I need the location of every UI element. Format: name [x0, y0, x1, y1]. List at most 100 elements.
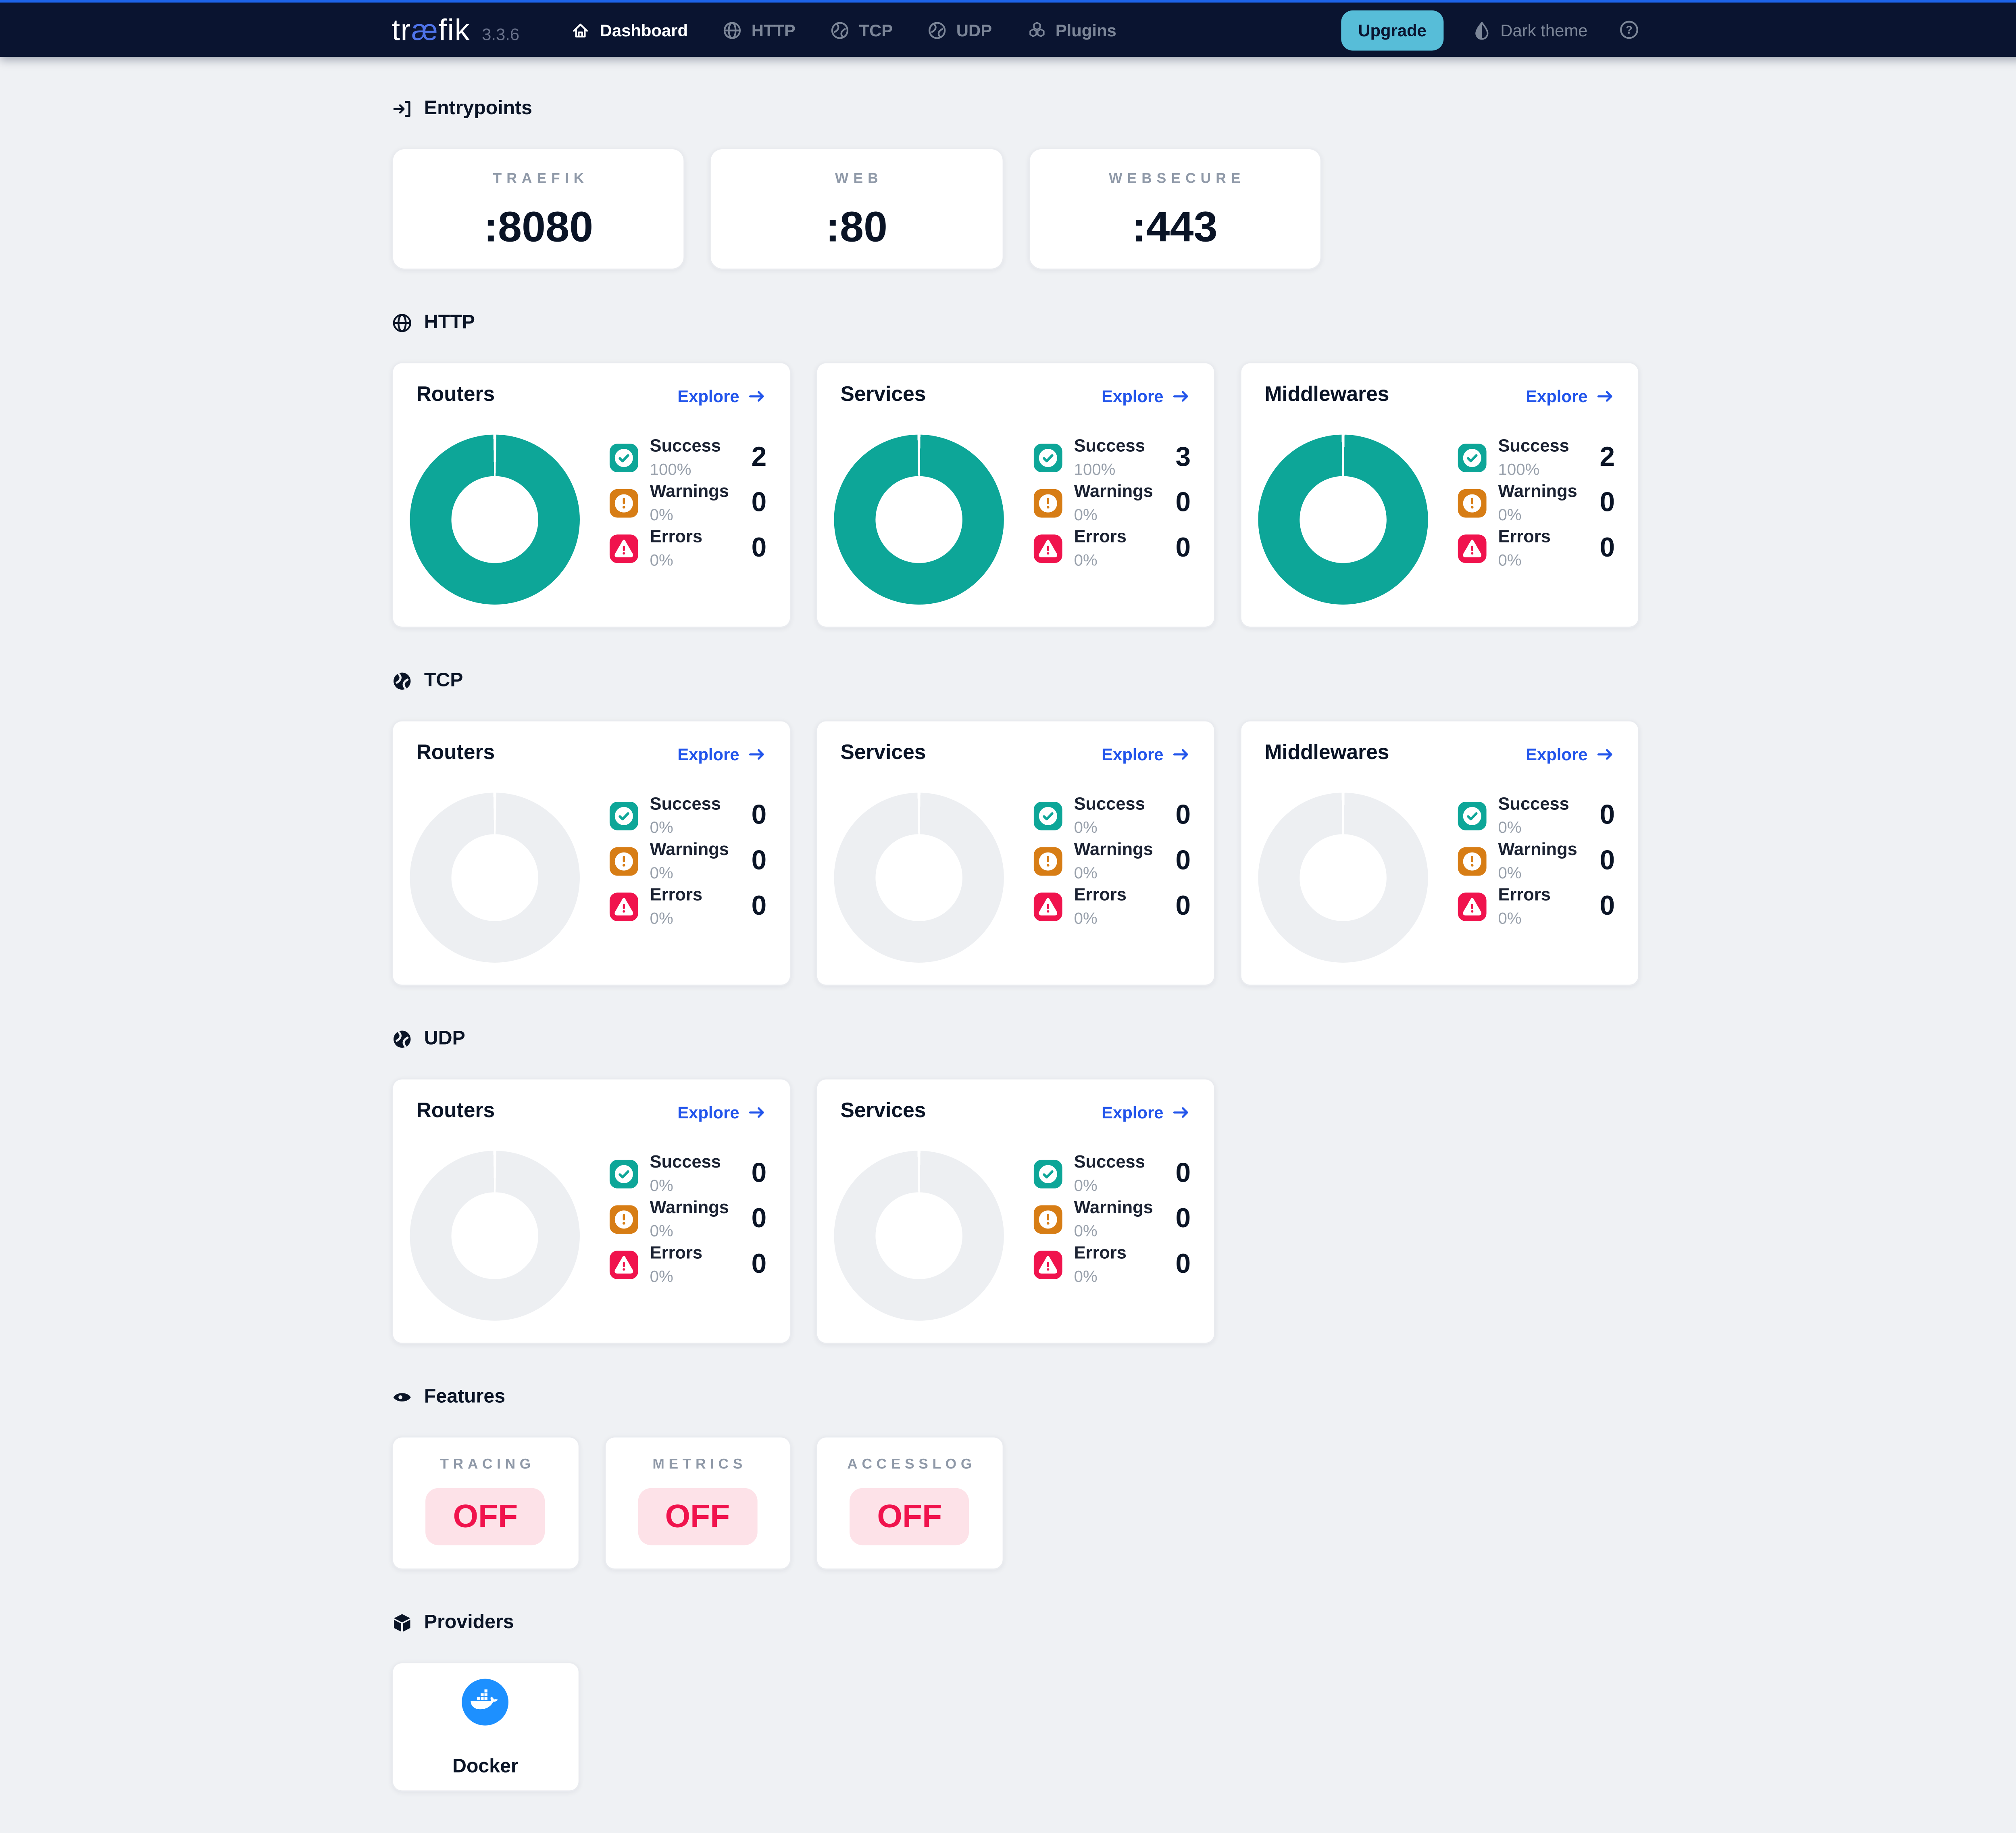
success-stat-row: Success 0% 0 [1033, 794, 1191, 838]
explore-link[interactable]: Explore [1526, 386, 1615, 405]
upgrade-button[interactable]: Upgrade [1341, 10, 1443, 50]
section-title: UDP [424, 1027, 465, 1050]
tcp-services-card: Services Explore Success 0% 0 [816, 720, 1216, 986]
eye-icon [392, 1386, 412, 1407]
success-icon [609, 1159, 638, 1189]
warnings-stat-row: Warnings 0% 0 [1033, 481, 1191, 525]
error-icon [609, 534, 638, 563]
help-button[interactable] [1619, 19, 1639, 40]
success-stat-row: Success 100% 2 [1458, 436, 1615, 480]
globe-icon [723, 20, 742, 40]
nav-menu: Dashboard HTTP TCP UDP Plugins [571, 20, 1116, 40]
entrypoint-card-traefik: TRAEFIK :8080 [392, 148, 685, 270]
errors-stat-row: Errors 0% 0 [1033, 885, 1191, 929]
stat-percent: 0% [1074, 1222, 1098, 1241]
udp-icon [392, 1028, 412, 1049]
arrow-right-icon [1171, 386, 1191, 405]
stat-value: 0 [1175, 1204, 1191, 1234]
explore-link[interactable]: Explore [677, 744, 766, 763]
stat-label: Warnings [1498, 482, 1577, 502]
home-icon [571, 20, 591, 40]
explore-link[interactable]: Explore [1102, 744, 1191, 763]
warning-icon [1033, 847, 1062, 876]
warning-icon [1033, 489, 1062, 518]
error-icon [1033, 534, 1062, 563]
explore-link[interactable]: Explore [677, 1102, 766, 1122]
stat-label: Success [1498, 436, 1569, 456]
arrow-right-icon [1595, 386, 1615, 405]
entrypoints-heading: Entrypoints [392, 97, 1640, 119]
stat-value: 0 [751, 1249, 767, 1279]
entrypoint-label: WEB [835, 171, 883, 187]
warnings-stat-row: Warnings 0% 0 [1458, 481, 1615, 525]
feature-label: METRICS [652, 1457, 747, 1473]
warnings-stat-row: Warnings 0% 0 [1033, 839, 1191, 883]
nav-item-udp[interactable]: UDP [928, 20, 992, 40]
droplet-icon [1472, 20, 1491, 40]
warnings-stat-row: Warnings 0% 0 [609, 1197, 766, 1241]
docker-logo [462, 1679, 509, 1726]
nav-label: HTTP [751, 20, 796, 40]
nav-item-dashboard[interactable]: Dashboard [571, 20, 688, 40]
explore-label: Explore [1102, 744, 1164, 764]
navbar: træfik 3.3.6 Dashboard HTTP TCP [0, 0, 2016, 57]
success-stat-row: Success 0% 0 [1458, 794, 1615, 838]
stat-label: Warnings [1074, 1198, 1153, 1218]
stat-label: Errors [650, 1243, 703, 1263]
errors-stat-row: Errors 0% 0 [609, 885, 766, 929]
warning-icon [1458, 489, 1487, 518]
tcp-middlewares-card: Middlewares Explore Success 0% 0 [1240, 720, 1640, 986]
stat-value: 0 [1599, 533, 1615, 563]
error-icon [1458, 534, 1487, 563]
logo-text: træfik [392, 12, 471, 46]
success-donut-chart [1258, 434, 1428, 605]
stat-percent: 0% [1498, 818, 1522, 837]
dashboard-content: Entrypoints TRAEFIK :8080 WEB :80 WEBSEC… [392, 57, 1640, 1833]
explore-label: Explore [1526, 386, 1588, 406]
success-stat-row: Success 100% 2 [609, 436, 767, 480]
success-icon [1458, 444, 1487, 472]
stat-percent: 0% [650, 506, 673, 524]
card-title: Middlewares [1264, 384, 1389, 406]
section-title: HTTP [424, 311, 475, 334]
explore-link[interactable]: Explore [677, 386, 766, 405]
nav-item-tcp[interactable]: TCP [831, 20, 893, 40]
nav-item-http[interactable]: HTTP [723, 20, 796, 40]
stat-label: Errors [1498, 527, 1551, 547]
entrypoints-section: Entrypoints TRAEFIK :8080 WEB :80 WEBSEC… [392, 97, 1640, 270]
card-title: Services [840, 384, 926, 406]
arrow-right-icon [1171, 744, 1191, 763]
feature-status-badge: OFF [425, 1488, 545, 1545]
stat-value: 2 [751, 442, 767, 472]
dark-theme-label: Dark theme [1500, 20, 1588, 40]
stat-percent: 0% [650, 864, 673, 882]
stat-label: Success [1074, 1152, 1145, 1172]
arrow-right-icon [747, 744, 766, 763]
traefik-logo[interactable]: træfik 3.3.6 [392, 13, 520, 48]
dark-theme-toggle[interactable]: Dark theme [1472, 20, 1588, 40]
globe-icon [392, 312, 412, 333]
stat-value: 2 [1599, 442, 1615, 472]
http-routers-card: Routers Explore Success 100% 2 [392, 362, 791, 628]
stat-label: Errors [650, 885, 703, 905]
error-icon [609, 893, 638, 921]
stat-percent: 0% [650, 818, 673, 837]
entrypoint-port: :443 [1132, 202, 1218, 250]
nav-label: UDP [956, 20, 992, 40]
stat-label: Warnings [1074, 482, 1153, 502]
explore-link[interactable]: Explore [1102, 386, 1191, 405]
stat-value: 0 [1175, 533, 1191, 563]
stat-label: Errors [1074, 527, 1127, 547]
nav-item-plugins[interactable]: Plugins [1027, 20, 1116, 40]
entrypoint-port: :80 [825, 202, 888, 250]
arrow-right-icon [747, 1102, 766, 1122]
tcp-section: TCP Routers Explore Success 0% [392, 669, 1640, 986]
stat-value: 0 [1599, 488, 1615, 518]
explore-link[interactable]: Explore [1526, 744, 1615, 763]
explore-link[interactable]: Explore [1102, 1102, 1191, 1122]
card-title: Middlewares [1264, 742, 1389, 764]
empty-donut-chart [834, 1151, 1004, 1321]
entrypoint-port: :8080 [483, 202, 594, 250]
warnings-stat-row: Warnings 0% 0 [1033, 1197, 1191, 1241]
feature-status-badge: OFF [637, 1488, 757, 1545]
